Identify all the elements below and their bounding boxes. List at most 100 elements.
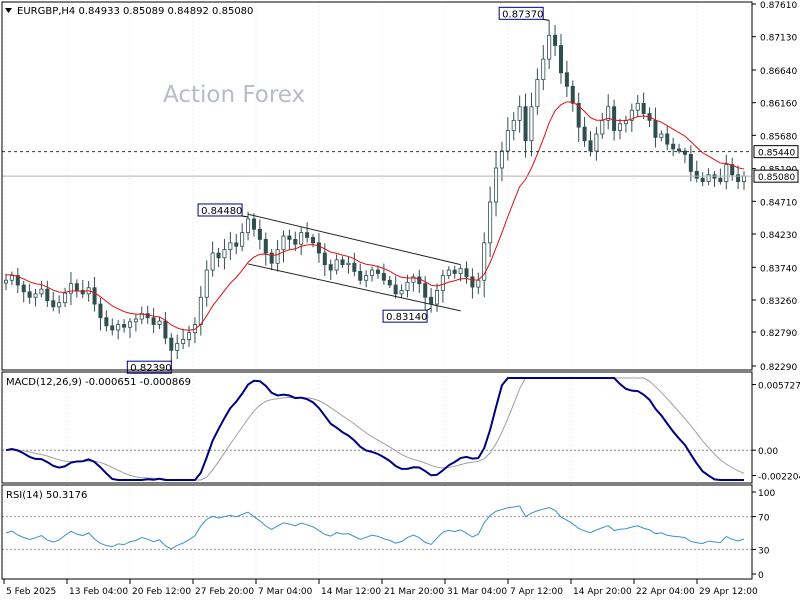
candle-body: [629, 109, 634, 121]
candle-body: [682, 150, 687, 155]
candle-body: [694, 170, 699, 179]
level-label-box: [753, 145, 799, 159]
candle-body: [222, 249, 227, 259]
x-axis-tick-label: 21 Mar 20:00: [384, 587, 444, 597]
candle-body: [358, 271, 363, 281]
candle-body: [181, 339, 186, 344]
price-annotation-box: [197, 203, 243, 217]
price-annotation-label: 0.82390: [130, 363, 171, 374]
candle-body: [718, 177, 723, 182]
candle-body: [98, 303, 103, 319]
annotation-leader: [543, 18, 550, 21]
moving-average-line: [5, 101, 745, 331]
candle-body: [287, 235, 292, 240]
candle-body: [381, 273, 386, 281]
candle-body: [334, 259, 339, 271]
x-axis-tick-label: 5 Feb 2025: [6, 587, 56, 597]
candle-body: [399, 290, 404, 295]
x-axis-tick-label: 14 Apr 20:00: [573, 587, 632, 597]
candle-body: [417, 276, 422, 285]
candle-body: [210, 252, 215, 271]
candle-body: [133, 318, 138, 323]
x-axis-tick-label: 22 Apr 04:00: [636, 587, 695, 597]
x-axis-tick-label: 14 Mar 12:00: [321, 587, 381, 597]
candle-body: [411, 276, 416, 283]
y-axis-tick-label: 0.84710: [760, 198, 797, 208]
candle-body: [116, 324, 121, 331]
candle-body: [157, 320, 162, 325]
x-axis-tick-label: 7 Apr 12:00: [510, 587, 563, 597]
candle-body: [588, 140, 593, 152]
candle-body: [470, 276, 475, 288]
candle-body: [57, 302, 62, 308]
x-axis-tick-label: 13 Feb 04:00: [69, 587, 128, 597]
candle-body: [458, 268, 463, 274]
candle-body: [263, 239, 268, 254]
candle-body: [340, 259, 345, 266]
candle-body: [375, 269, 380, 274]
annotation-leader: [241, 215, 249, 218]
candle-body: [251, 218, 256, 230]
candle-body: [547, 34, 552, 60]
candle-body: [322, 252, 327, 266]
candle-body: [494, 167, 499, 203]
candle-body: [653, 119, 658, 138]
candle-body: [387, 279, 392, 286]
candle-body: [570, 85, 575, 104]
y-axis-tick-label: 0.82790: [760, 329, 797, 339]
candle-body: [68, 283, 73, 294]
watermark: Action Forex: [163, 82, 305, 108]
rsi-title: RSI(14) 50.3176: [6, 490, 87, 501]
y-axis-tick-label: 0.86160: [760, 100, 797, 110]
candle-body: [724, 164, 729, 182]
candle-body: [440, 275, 445, 291]
candle-body: [328, 264, 333, 271]
rsi-axis-label: 0: [758, 571, 764, 581]
rsi-line: [5, 505, 745, 550]
candle-body: [505, 130, 510, 152]
candle-body: [257, 228, 262, 240]
y-axis-tick-label: 0.85680: [760, 132, 797, 142]
main-panel-border: [1, 1, 753, 371]
rsi-axis-label: 30: [758, 546, 770, 556]
x-axis-tick-label: 31 Mar 04:00: [447, 587, 507, 597]
candle-body: [21, 284, 26, 293]
candle-body: [51, 300, 56, 308]
candle-body: [104, 317, 109, 327]
candle-body: [234, 242, 239, 247]
candle-body: [246, 218, 251, 234]
candle-body: [127, 321, 132, 328]
channel-upper-line: [247, 213, 461, 266]
candle-body: [671, 143, 676, 150]
candle-body: [169, 337, 174, 351]
candle-body: [305, 232, 310, 238]
candle-body: [370, 269, 375, 276]
dropdown-triangle-icon[interactable]: [5, 8, 12, 13]
candle-body: [405, 281, 410, 291]
level-label: 0.85080: [758, 173, 795, 183]
candle-body: [476, 279, 481, 288]
candle-body: [730, 164, 735, 176]
candle-body: [488, 201, 493, 244]
y-axis-tick-label: 0.82290: [760, 363, 797, 373]
candle-body: [612, 106, 617, 131]
candle-body: [535, 79, 540, 108]
macd-title: MACD(12,26,9) -0.000651 -0.000869: [6, 377, 191, 388]
candle-body: [269, 252, 274, 264]
candle-body: [45, 288, 50, 302]
x-axis-tick-label: 29 Apr 12:00: [699, 587, 758, 597]
price-annotation-label: 0.84480: [201, 206, 242, 217]
candle-body: [606, 106, 611, 121]
candle-body: [163, 320, 168, 339]
candle-body: [564, 72, 569, 87]
rsi-axis-label: 100: [758, 489, 775, 499]
channel-lower-line: [247, 263, 461, 312]
candle-body: [434, 290, 440, 305]
candle-body: [228, 242, 233, 251]
candle-body: [558, 45, 563, 74]
x-axis-tick-label: 7 Mar 04:00: [258, 587, 313, 597]
candle-body: [204, 269, 209, 298]
candle-body: [700, 177, 705, 182]
candle-body: [523, 106, 528, 142]
